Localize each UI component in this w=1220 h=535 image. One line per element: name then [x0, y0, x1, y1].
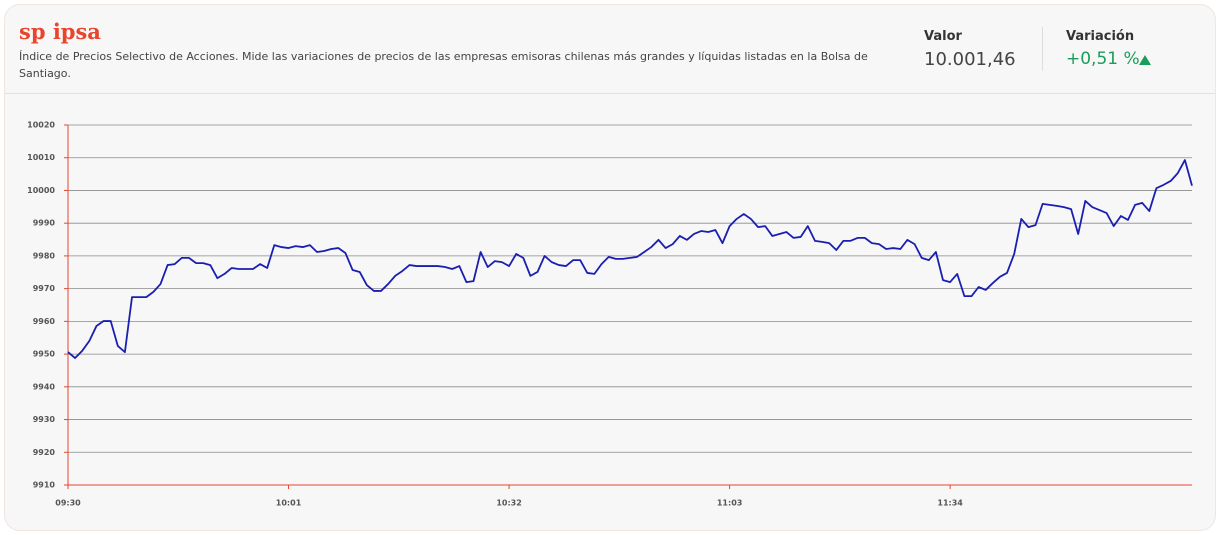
up-icon [1139, 55, 1151, 65]
value-label: Valor [924, 29, 962, 44]
y-tick-label: 9970 [33, 284, 56, 293]
header: sp ipsa Índice de Precios Selectivo de A… [5, 5, 1215, 94]
y-tick-label: 9920 [33, 448, 56, 457]
index-title: sp ipsa [19, 19, 101, 44]
y-tick-label: 9930 [33, 415, 56, 424]
y-tick-label: 9950 [33, 350, 56, 359]
y-tick-label: 10020 [27, 121, 55, 130]
y-tick-label: 9980 [33, 251, 56, 260]
y-tick-label: 10000 [27, 186, 55, 195]
index-description: Índice de Precios Selectivo de Acciones.… [19, 50, 868, 80]
price-line [67, 159, 1193, 359]
separator [1042, 27, 1043, 71]
y-tick-label: 9910 [33, 481, 56, 490]
y-tick-label: 9960 [33, 317, 56, 326]
x-tick-label: 09:30 [55, 499, 81, 508]
index-card: sp ipsa Índice de Precios Selectivo de A… [4, 4, 1216, 531]
x-tick-label: 10:01 [276, 499, 302, 508]
change-label: Variación [1066, 29, 1135, 44]
change: +0,51 % [1066, 49, 1140, 69]
y-tick-label: 9940 [33, 382, 56, 391]
x-tick-label: 11:34 [937, 499, 963, 508]
x-tick-label: 11:03 [717, 499, 742, 508]
y-tick-label: 10010 [27, 153, 55, 162]
y-tick-label: 9990 [33, 219, 56, 228]
x-tick-label: 10:32 [496, 499, 521, 508]
value: 10.001,46 [924, 49, 1016, 70]
